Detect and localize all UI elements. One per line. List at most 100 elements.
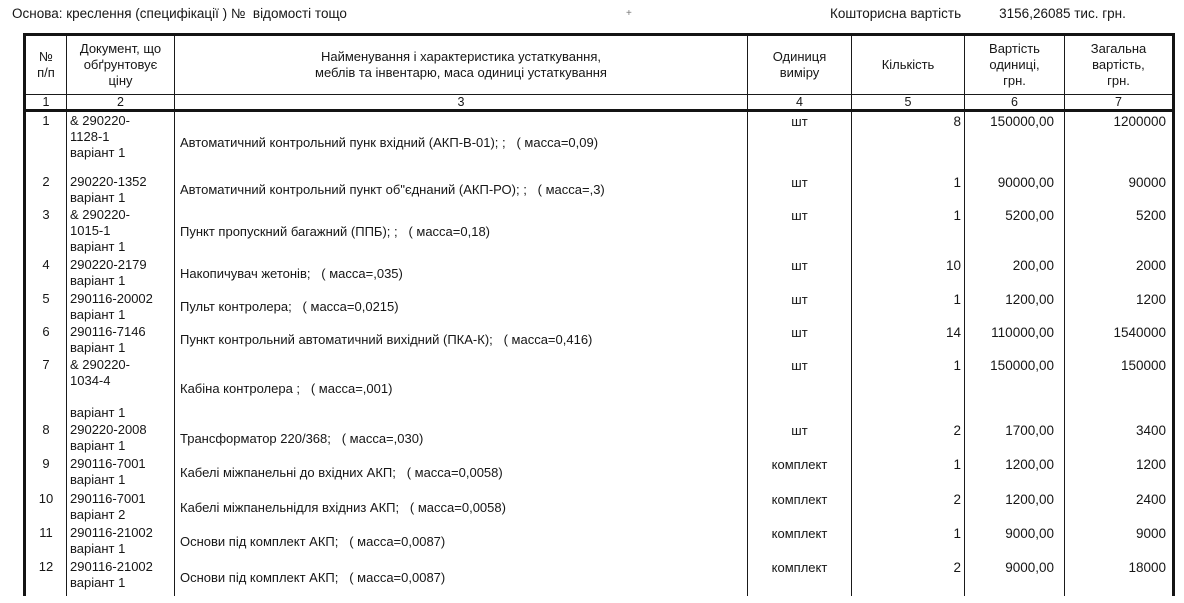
column-index: 4 xyxy=(748,95,852,109)
table-row: 8 290220-2008 варіант 1 Трансформатор 220/… xyxy=(26,421,1172,455)
row-number-cell: 4 xyxy=(26,256,67,290)
row-number-cell: 8 xyxy=(26,421,67,455)
quantity-cell: 10 xyxy=(852,256,965,290)
quantity-cell: 1 xyxy=(852,455,965,490)
item-name-cell: Автоматичний контрольний пунк вхідний (А… xyxy=(175,112,748,173)
quantity-cell: 1 xyxy=(852,524,965,558)
table-row: 12 290116-21002 варіант 1 Основи під компл… xyxy=(26,558,1172,596)
item-name-cell: Автоматичний контрольний пункт об"єднани… xyxy=(175,173,748,206)
unit-cell: шт xyxy=(748,421,852,455)
doc-ref-cell: 290220-2008 варіант 1 xyxy=(67,421,175,455)
total-cost-cell: 1540000 xyxy=(1113,325,1166,340)
header-document: Документ, що обґрунтовує ціну xyxy=(67,36,175,94)
doc-ref-cell: 290220-2179 варіант 1 xyxy=(67,256,175,290)
unit-cell: шт xyxy=(748,112,852,173)
header-name: Найменування і характеристика устаткуван… xyxy=(175,36,748,94)
doc-ref-cell: 290116-7146 варіант 1 xyxy=(67,323,175,356)
unit-cost-cell: 1200,00 xyxy=(965,455,1065,490)
total-cost-cell: 18000 xyxy=(1128,560,1166,575)
table-row: 9 290116-7001 варіант 1 Кабелі міжпанельні… xyxy=(26,455,1172,490)
item-name-cell: Основи під комплект АКП; ( масса=0,0087) xyxy=(175,558,748,596)
quantity-cell: 1 xyxy=(852,206,965,256)
table-row: 2 290220-1352 варіант 1 Автоматичний контр… xyxy=(26,173,1172,206)
doc-ref-cell: & 290220- 1034-4 варіант 1 xyxy=(67,356,175,421)
table-row: 6 290116-7146 варіант 1 Пункт контрольний … xyxy=(26,323,1172,356)
doc-ref-cell: & 290220- 1128-1 варіант 1 xyxy=(67,112,175,173)
table-body: 1 & 290220- 1128-1 варіант 1 Автоматичний … xyxy=(26,112,1172,596)
row-number-cell: 3 xyxy=(26,206,67,256)
unit-cell: комплект xyxy=(748,558,852,596)
header-total-cost: Загальна вартість, грн. xyxy=(1090,41,1147,88)
column-index: 3 xyxy=(175,95,748,109)
table-row: 4 290220-2179 варіант 1 Накопичувач жетоні… xyxy=(26,256,1172,290)
item-name-cell: Основи під комплект АКП; ( масса=0,0087) xyxy=(175,524,748,558)
estimate-cost-value: 3156,26085 тис. грн. xyxy=(999,6,1126,21)
table-row: 5 290116-20002 варіант 1 Пульт контролера;… xyxy=(26,290,1172,323)
doc-ref-cell: 290116-21002 варіант 1 xyxy=(67,524,175,558)
estimate-cost-line: Кошторисна вартість 3156,26085 тис. грн. xyxy=(830,6,1126,21)
unit-cost-cell: 9000,00 xyxy=(965,524,1065,558)
total-cost-cell: 2400 xyxy=(1135,492,1166,507)
item-name-cell: Пункт пропускний багажний (ППБ); ; ( мас… xyxy=(175,206,748,256)
column-index: 6 xyxy=(965,95,1065,109)
doc-ref-cell: 290116-7001 варіант 2 xyxy=(67,490,175,524)
unit-cell: шт xyxy=(748,206,852,256)
item-name-cell: Кабелі міжпанельні до вхідних АКП; ( мас… xyxy=(175,455,748,490)
total-cost-cell: 5200 xyxy=(1135,208,1166,223)
quantity-cell: 2 xyxy=(852,490,965,524)
column-index: 7 xyxy=(1115,95,1122,109)
column-index-row: 1 2 3 4 5 6 7 xyxy=(26,95,1172,112)
item-name-cell: Кабіна контролера ; ( масса=,001) xyxy=(175,356,748,421)
row-number-cell: 7 xyxy=(26,356,67,421)
unit-cell: шт xyxy=(748,356,852,421)
unit-cost-cell: 200,00 xyxy=(965,256,1065,290)
quantity-cell: 1 xyxy=(852,356,965,421)
unit-cell: комплект xyxy=(748,490,852,524)
column-index: 1 xyxy=(26,95,67,109)
estimate-cost-label: Кошторисна вартість xyxy=(830,6,962,21)
row-number-cell: 2 xyxy=(26,173,67,206)
table-header-row: № п/п Документ, що обґрунтовує ціну Найм… xyxy=(26,36,1172,95)
unit-cell: комплект xyxy=(748,455,852,490)
item-name-cell: Кабелі міжпанельнідля вхідниз АКП; ( мас… xyxy=(175,490,748,524)
total-cost-cell: 3400 xyxy=(1135,423,1166,438)
row-number-cell: 1 xyxy=(26,112,67,173)
item-name-cell: Трансформатор 220/368; ( масса=,030) xyxy=(175,421,748,455)
table-row: 10 290116-7001 варіант 2 Кабелі міжпанельн… xyxy=(26,490,1172,524)
quantity-cell: 1 xyxy=(852,290,965,323)
unit-cost-cell: 110000,00 xyxy=(965,323,1065,356)
unit-cost-cell: 1200,00 xyxy=(965,490,1065,524)
row-number-cell: 9 xyxy=(26,455,67,490)
unit-cell: шт xyxy=(748,256,852,290)
quantity-cell: 8 xyxy=(852,112,965,173)
unit-cost-cell: 5200,00 xyxy=(965,206,1065,256)
header-row-number: № п/п xyxy=(26,36,67,94)
doc-ref-cell: 290220-1352 варіант 1 xyxy=(67,173,175,206)
table-row: 3 & 290220- 1015-1 варіант 1 Пункт пропуск… xyxy=(26,206,1172,256)
unit-cost-cell: 1700,00 xyxy=(965,421,1065,455)
table-row: 7 & 290220- 1034-4 варіант 1 Кабіна контро… xyxy=(26,356,1172,421)
unit-cost-cell: 9000,00 xyxy=(965,558,1065,596)
table-row: 1 & 290220- 1128-1 варіант 1 Автоматичний … xyxy=(26,112,1172,173)
quantity-cell: 2 xyxy=(852,421,965,455)
item-name-cell: Пульт контролера; ( масса=0,0215) xyxy=(175,290,748,323)
column-index: 2 xyxy=(67,95,175,109)
total-cost-cell: 1200000 xyxy=(1113,114,1166,129)
unit-cell: шт xyxy=(748,323,852,356)
total-cost-cell: 9000 xyxy=(1135,526,1166,541)
row-number-cell: 5 xyxy=(26,290,67,323)
unit-cost-cell: 1200,00 xyxy=(965,290,1065,323)
header-quantity: Кількість xyxy=(852,36,965,94)
doc-ref-cell: 290116-21002 варіант 1 xyxy=(67,558,175,596)
item-name-cell: Накопичувач жетонів; ( масса=,035) xyxy=(175,256,748,290)
quantity-cell: 1 xyxy=(852,173,965,206)
doc-ref-cell: 290116-7001 варіант 1 xyxy=(67,455,175,490)
item-name-cell: Пункт контрольний автоматичний вихідний … xyxy=(175,323,748,356)
row-number-cell: 10 xyxy=(26,490,67,524)
table-row: 11 290116-21002 варіант 1 Основи під компл… xyxy=(26,524,1172,558)
total-cost-cell: 1200 xyxy=(1135,457,1166,472)
total-cost-cell: 2000 xyxy=(1135,258,1166,273)
header-unit: Одиниця виміру xyxy=(748,36,852,94)
total-cost-cell: 150000 xyxy=(1120,358,1166,373)
basis-note: Основа: креслення (специфікації ) № відо… xyxy=(12,6,347,21)
